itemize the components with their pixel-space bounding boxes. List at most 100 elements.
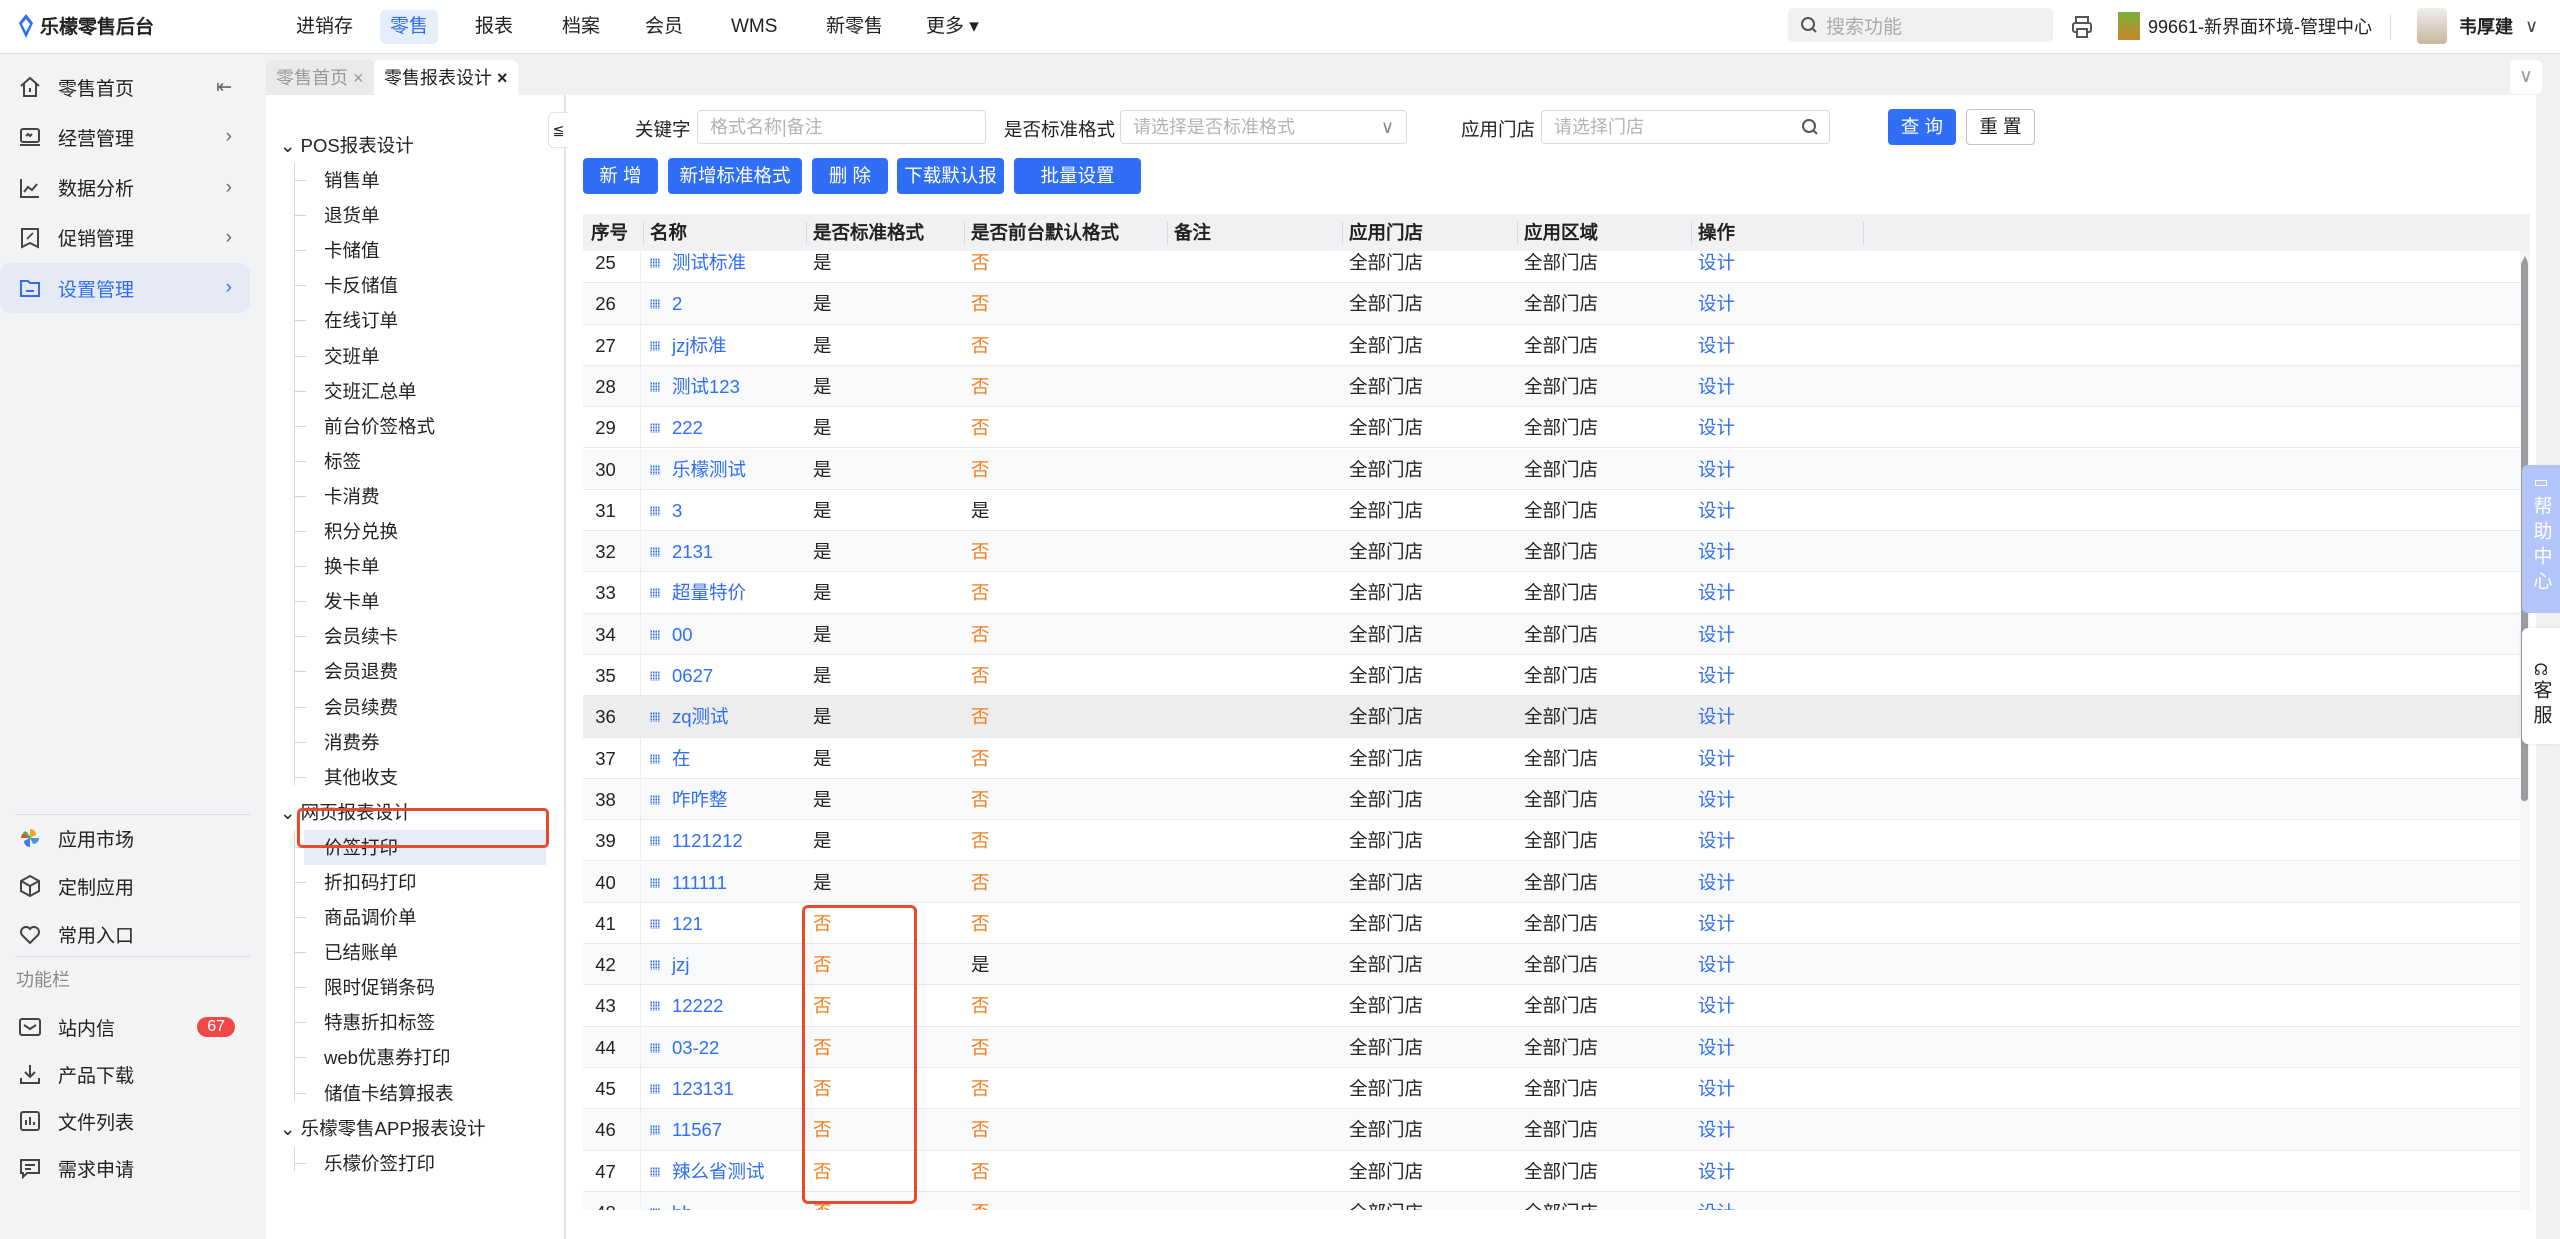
format-name-link[interactable]: 121	[672, 912, 703, 934]
format-name-link[interactable]: 03-22	[672, 1036, 720, 1058]
design-link[interactable]: 设计	[1698, 788, 1736, 810]
format-name-link[interactable]: 1121212	[672, 830, 743, 852]
sidebar-item-home[interactable]: 零售首页 ⇤	[0, 62, 250, 112]
format-name-link[interactable]: 123131	[672, 1078, 734, 1099]
tree-item[interactable]: 交班汇总单	[304, 374, 546, 409]
table-row[interactable]: 35 0627 是 否 全部门店 全部门店 设计	[583, 655, 2520, 697]
design-link[interactable]: 设计	[1698, 541, 1736, 563]
sidebar-item-heart[interactable]: 常用入口	[0, 909, 250, 959]
tree-item[interactable]: 会员续费	[304, 690, 546, 725]
drag-handle-icon[interactable]	[650, 877, 660, 888]
reset-button[interactable]: 重 置	[1966, 109, 2035, 145]
drag-handle-icon[interactable]	[650, 1001, 660, 1012]
nav-item-5[interactable]: WMS	[731, 16, 778, 37]
design-link[interactable]: 设计	[1698, 252, 1736, 273]
collapse-tree-button[interactable]: ≦	[548, 112, 568, 148]
table-row[interactable]: 43 12222 否 否 全部门店 全部门店 设计	[583, 985, 2520, 1027]
help-center-button[interactable]: ▭ 帮助中心	[2522, 465, 2560, 613]
design-link[interactable]: 设计	[1698, 747, 1736, 769]
format-name-cell[interactable]: 咋咋整	[650, 779, 728, 820]
drag-handle-icon[interactable]	[650, 629, 660, 640]
tree-item[interactable]: 卡储值	[304, 233, 546, 268]
nav-item-1[interactable]: 零售	[380, 10, 439, 44]
design-link[interactable]: 设计	[1698, 954, 1736, 976]
format-name-cell[interactable]: 测试123	[650, 366, 740, 407]
format-name-link[interactable]: 0627	[672, 665, 714, 686]
table-row[interactable]: 38 咋咋整 是 否 全部门店 全部门店 设计	[583, 778, 2520, 821]
sidebar-item-line-chart[interactable]: 数据分析 ›	[0, 163, 250, 213]
close-icon[interactable]: ×	[497, 68, 508, 88]
format-name-cell[interactable]: 测试标准	[650, 251, 746, 283]
design-link[interactable]: 设计	[1698, 995, 1736, 1017]
table-row[interactable]: 44 03-22 否 否 全部门店 全部门店 设计	[583, 1026, 2520, 1068]
design-link[interactable]: 设计	[1698, 1160, 1736, 1182]
tree-item[interactable]: 积分兑换	[304, 514, 546, 549]
format-name-link[interactable]: 12222	[672, 995, 724, 1017]
keyword-input[interactable]: 格式名称|备注	[697, 110, 986, 144]
table-row[interactable]: 42 jzj 否 是 全部门店 全部门店 设计	[583, 944, 2520, 986]
format-name-cell[interactable]: 1121212	[650, 820, 743, 861]
drag-handle-icon[interactable]	[650, 960, 660, 971]
query-button[interactable]: 查 询	[1888, 109, 1956, 145]
tree-item[interactable]: 前台价签格式	[304, 409, 546, 444]
design-link[interactable]: 设计	[1698, 871, 1736, 893]
format-name-cell[interactable]: jzj标准	[650, 325, 726, 366]
tree-item[interactable]: 退货单	[304, 198, 546, 233]
drag-handle-icon[interactable]	[650, 836, 660, 847]
collapse-sidebar-icon[interactable]: ⇤	[216, 76, 232, 98]
table-row[interactable]: 26 2 是 否 全部门店 全部门店 设计	[583, 283, 2520, 325]
nav-item-2[interactable]: 报表	[475, 16, 514, 37]
tree-item[interactable]: 发卡单	[304, 584, 546, 619]
tree-item[interactable]: 销售单	[304, 163, 546, 198]
design-link[interactable]: 设计	[1698, 293, 1736, 315]
design-link[interactable]: 设计	[1698, 499, 1736, 521]
drag-handle-icon[interactable]	[650, 547, 660, 558]
add-button[interactable]: 新 增	[583, 158, 658, 194]
format-name-cell[interactable]: 00	[650, 614, 693, 655]
sidebar-item-discount[interactable]: 促销管理 ›	[0, 213, 250, 263]
nav-item-7[interactable]: 更多 ▾	[916, 10, 989, 44]
drag-handle-icon[interactable]	[650, 1084, 660, 1094]
nav-item-6[interactable]: 新零售	[826, 16, 884, 37]
table-row[interactable]: 27 jzj标准 是 否 全部门店 全部门店 设计	[583, 324, 2520, 366]
drag-handle-icon[interactable]	[650, 918, 660, 929]
table-row[interactable]: 41 121 否 否 全部门店 全部门店 设计	[583, 902, 2520, 945]
format-name-link[interactable]: 测试标准	[672, 252, 747, 273]
drag-handle-icon[interactable]	[650, 299, 660, 310]
sidebar-item-app-market[interactable]: 应用市场	[0, 813, 250, 863]
tree-group[interactable]: ⌄ 乐檬零售APP报表设计	[280, 1111, 486, 1146]
tree-item[interactable]: 会员退费	[304, 654, 546, 689]
sidebar-item-file-list[interactable]: 文件列表	[0, 1096, 250, 1146]
tree-item[interactable]: 卡消费	[304, 479, 546, 514]
design-link[interactable]: 设计	[1698, 665, 1736, 686]
tree-group[interactable]: ⌄ 网页报表设计	[280, 795, 412, 830]
tree-item[interactable]: web优惠券打印	[304, 1040, 546, 1075]
drag-handle-icon[interactable]	[650, 794, 660, 805]
format-name-cell[interactable]: 121	[650, 903, 703, 944]
store-selector[interactable]: 99661-新界面环境-管理中心	[2118, 12, 2372, 40]
design-link[interactable]: 设计	[1698, 623, 1736, 645]
design-link[interactable]: 设计	[1698, 1036, 1736, 1058]
nav-item-0[interactable]: 进销存	[296, 16, 354, 37]
table-row[interactable]: 37 在 是 否 全部门店 全部门店 设计	[583, 737, 2520, 779]
format-name-cell[interactable]: 超量特价	[650, 572, 746, 613]
table-row[interactable]: 47 辣么省测试 否 否 全部门店 全部门店 设计	[583, 1150, 2520, 1192]
tree-item[interactable]: 乐檬价签打印	[304, 1146, 546, 1181]
drag-handle-icon[interactable]	[650, 423, 660, 434]
design-link[interactable]: 设计	[1698, 1119, 1736, 1141]
tab-report-design[interactable]: 零售报表设计 ×	[374, 60, 518, 96]
tree-item[interactable]: 在线订单	[304, 303, 546, 338]
download-default-report-button[interactable]: 下载默认报表	[897, 158, 1004, 222]
tree-group[interactable]: ⌄ POS报表设计	[280, 128, 414, 163]
tree-item[interactable]: 已结账单	[304, 935, 546, 970]
format-name-cell[interactable]: hh	[650, 1192, 693, 1210]
format-name-cell[interactable]: 乐檬测试	[650, 449, 746, 490]
tree-item[interactable]: 换卡单	[304, 549, 546, 584]
table-row[interactable]: 45 123131 否 否 全部门店 全部门店 设计	[583, 1068, 2520, 1110]
standard-format-select[interactable]: 请选择是否标准格式 ∨	[1120, 110, 1407, 144]
tree-item[interactable]: 会员续卡	[304, 619, 546, 654]
tree-item[interactable]: 储值卡结算报表	[304, 1076, 546, 1111]
format-name-cell[interactable]: 0627	[650, 655, 713, 696]
format-name-cell[interactable]: 在	[650, 738, 691, 779]
design-link[interactable]: 设计	[1698, 706, 1736, 728]
